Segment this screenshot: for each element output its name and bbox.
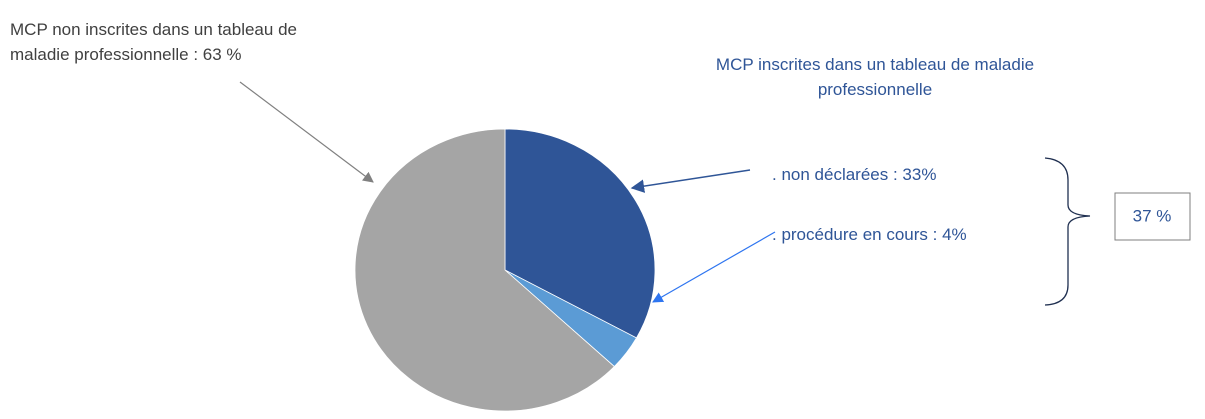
slice-label: . non déclarées : 33% <box>772 165 937 184</box>
pie-slice <box>354 128 615 412</box>
arrow <box>239 81 374 183</box>
annotation: MCP inscrites dans un tableau de maladie… <box>715 55 1035 99</box>
arrow <box>652 231 776 303</box>
slice-label: . procédure en cours : 4% <box>772 225 967 244</box>
total-box <box>1114 192 1191 241</box>
pie-slice <box>504 128 656 339</box>
slice-label: MCP non inscrites dans un tableau de mal… <box>10 20 297 64</box>
arrow <box>630 169 751 193</box>
pie <box>354 128 656 412</box>
brace <box>1044 157 1091 306</box>
total-label: 37 % <box>1133 206 1172 225</box>
